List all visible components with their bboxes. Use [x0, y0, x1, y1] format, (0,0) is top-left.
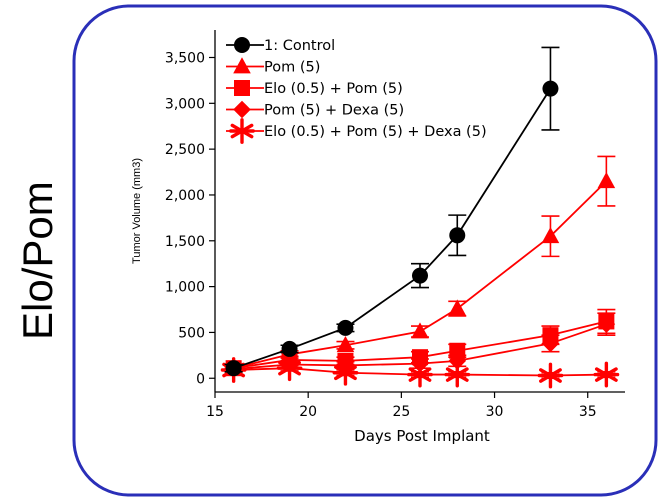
data-point [448, 352, 467, 370]
panel-label-text: Elo/Pom [14, 181, 61, 340]
data-point [449, 227, 466, 244]
y-tick-label: 1,500 [165, 234, 205, 250]
legend-marker [233, 57, 251, 74]
x-tick-label: 30 [486, 404, 504, 420]
series-line-0 [233, 88, 552, 370]
y-tick-label: 0 [196, 371, 205, 387]
data-point [225, 360, 242, 377]
data-point [336, 336, 355, 353]
x-tick-label: 25 [392, 404, 410, 420]
legend-marker [234, 80, 250, 96]
plot-layer: 0 500 1,000 1,500 2,000 2,500 3,000 3,500 15 20 25… [131, 30, 625, 445]
data-point [337, 352, 354, 369]
panel-label: Elo/Pom [14, 181, 61, 340]
y-tick-label: 3,000 [165, 96, 205, 112]
chart-frame [72, 4, 658, 497]
legend-label: 1: Control [264, 38, 335, 54]
legend-marker [229, 118, 255, 144]
legend-label: Pom (5) + Dexa (5) [264, 103, 404, 119]
data-point [593, 361, 620, 388]
legend-label: Elo (0.5) + Pom (5) [264, 81, 403, 97]
data-point [537, 362, 564, 389]
data-point [449, 342, 466, 359]
legend-marker [233, 100, 251, 119]
y-tick-label: 2,000 [165, 188, 205, 204]
legend-marker [234, 37, 250, 53]
data-point [541, 227, 560, 244]
legend-label: Pom (5) [264, 60, 320, 76]
data-point [448, 299, 467, 316]
data-point [597, 172, 616, 189]
data-point [412, 267, 428, 284]
y-tick-label: 2,500 [165, 142, 205, 158]
x-tick-label: 15 [206, 404, 224, 420]
data-point [412, 349, 428, 366]
legend-label: Elo (0.5) + Pom (5) + Dexa (5) [264, 124, 487, 140]
x-tick-label: 35 [579, 404, 597, 420]
y-tick-label: 1,000 [165, 280, 205, 296]
data-point [542, 327, 559, 344]
x-tick-label: 20 [299, 404, 317, 420]
x-axis-title: Days Post Implant [354, 427, 490, 445]
data-point [411, 322, 429, 339]
data-point [281, 340, 298, 357]
y-tick-label: 500 [178, 325, 205, 341]
data-point [542, 80, 559, 97]
data-point [337, 319, 354, 336]
data-point [598, 313, 615, 330]
y-tick-label: 3,500 [165, 50, 205, 66]
y-axis-title: Tumor Volume (mm3) [131, 158, 143, 264]
